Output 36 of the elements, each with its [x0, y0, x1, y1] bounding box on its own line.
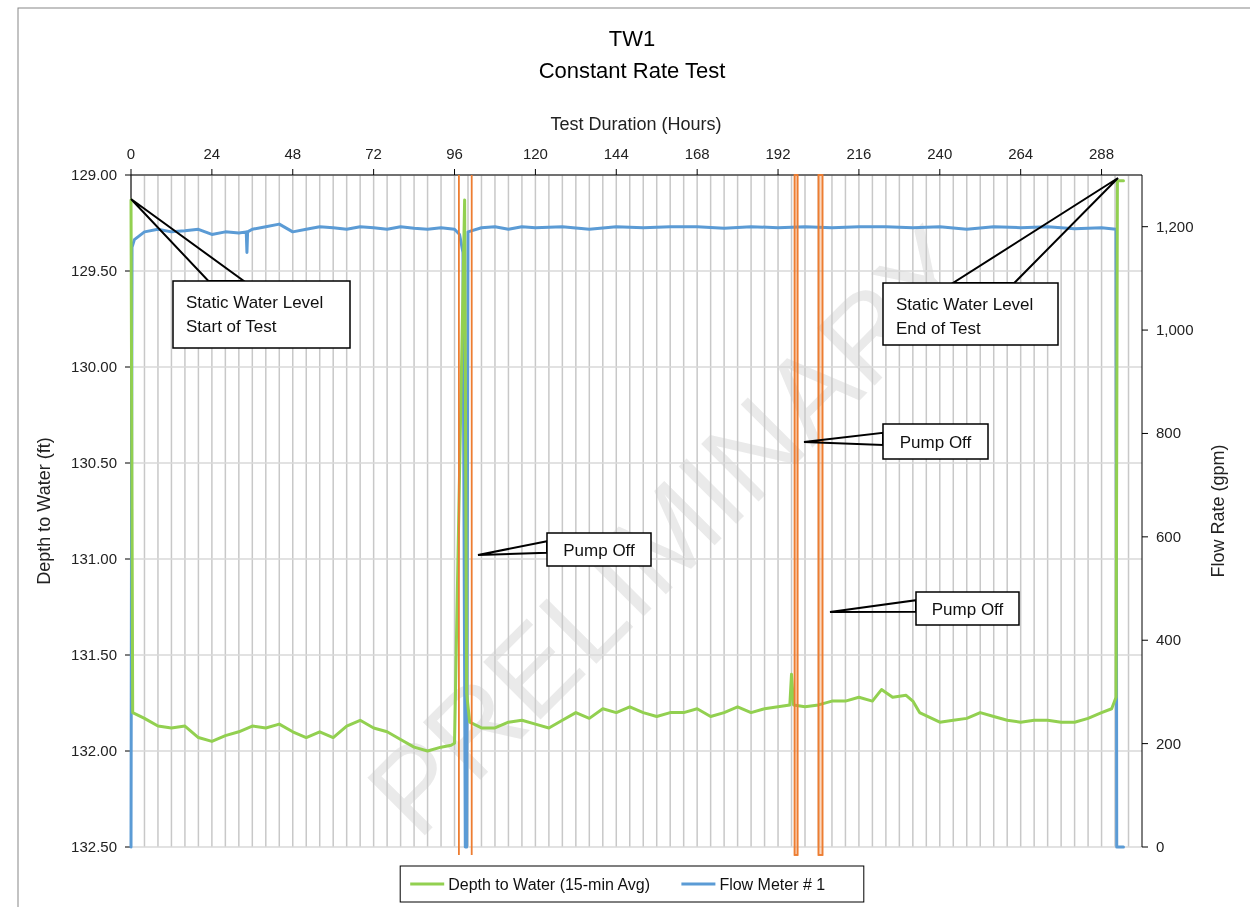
y-tick-label: 131.50	[71, 646, 117, 663]
x-tick-label: 264	[1008, 145, 1034, 162]
y2-tick-label: 800	[1156, 424, 1182, 442]
x-tick-label: 120	[522, 145, 548, 162]
y2-tick-label: 400	[1156, 631, 1182, 649]
x-tick-label: 168	[684, 145, 710, 162]
y2-tick-label: 600	[1156, 527, 1182, 545]
y2-axis-title: Flow Rate (gpm)	[1208, 444, 1228, 578]
x-tick-label: 48	[284, 145, 302, 162]
y-tick-label: 132.00	[71, 742, 117, 759]
y2-tick-label: 1,000	[1156, 321, 1194, 339]
x-tick-label: 24	[203, 145, 221, 162]
chart-title: TW1	[608, 26, 656, 51]
legend-label: Depth to Water (15-min Avg)	[448, 876, 651, 893]
x-tick-label: 96	[446, 145, 463, 162]
y-axis-title: Depth to Water (ft)	[34, 437, 54, 585]
annotation: Static Water Level Start of Test	[186, 293, 324, 336]
x-tick-label: 0	[126, 145, 136, 162]
x-tick-label: 192	[765, 145, 791, 162]
y-tick-label: 129.50	[71, 262, 117, 279]
y-tick-label: 132.50	[71, 838, 117, 855]
y-tick-label: 129.00	[71, 166, 117, 183]
y2-tick-label: 0	[1156, 838, 1165, 855]
x-tick-label: 240	[927, 145, 953, 162]
x-tick-label: 288	[1089, 145, 1115, 162]
x-tick-label: 216	[846, 145, 872, 162]
x-axis-title: Test Duration (Hours)	[550, 114, 722, 134]
y2-tick-label: 1,200	[1156, 217, 1194, 235]
legend-label: Flow Meter # 1	[719, 876, 826, 893]
chart-subtitle: Constant Rate Test	[538, 58, 726, 83]
y-tick-label: 131.00	[71, 550, 117, 567]
y2-tick-label: 200	[1156, 734, 1182, 752]
x-tick-label: 72	[365, 145, 382, 162]
y-tick-label: 130.00	[71, 358, 117, 375]
y-tick-label: 130.50	[71, 454, 117, 471]
x-tick-label: 144	[603, 145, 629, 162]
